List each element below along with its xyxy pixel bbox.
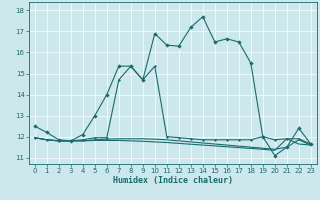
X-axis label: Humidex (Indice chaleur): Humidex (Indice chaleur) xyxy=(113,176,233,185)
